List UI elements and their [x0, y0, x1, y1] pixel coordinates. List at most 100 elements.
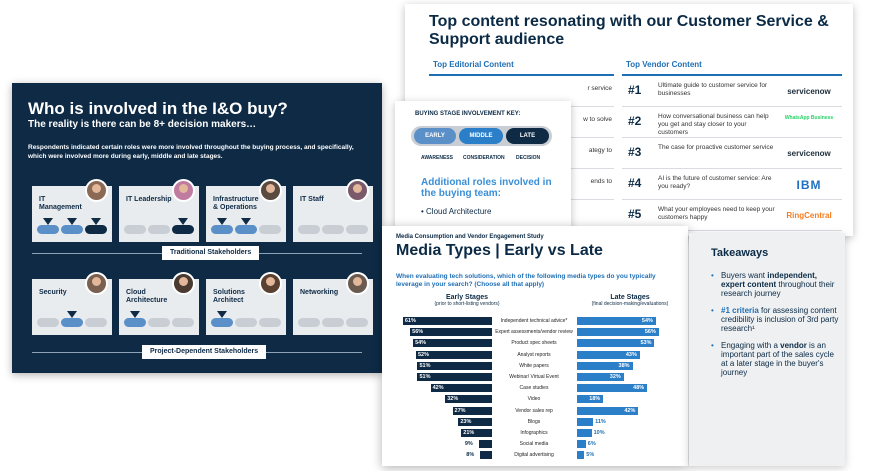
late-value-label: 18%: [589, 396, 601, 403]
chart-row: 23% Blogs 11%: [382, 417, 688, 427]
survey-question: When evaluating tech solutions, which of…: [396, 273, 656, 288]
early-value-label: 42%: [432, 385, 444, 392]
late-bar: [577, 350, 640, 359]
category-label: Independent technical advice*: [500, 318, 568, 324]
key-stage-bar: EARLY MIDDLE LATE: [411, 126, 552, 146]
early-bar: [478, 440, 492, 449]
chart-row: 54% Product spec sheets 53%: [382, 338, 688, 348]
late-value-label: 54%: [641, 318, 653, 324]
early-bar: [402, 317, 492, 325]
late-value-label: 42%: [624, 407, 636, 414]
takeaway-item: #1 criteria for assessing content credib…: [711, 306, 839, 333]
early-value-label: 27%: [454, 407, 466, 414]
late-bar: [577, 395, 604, 404]
takeaways-title: Takeaways: [711, 247, 769, 259]
category-label: Video: [527, 396, 541, 403]
content-title: The case for proactive customer service: [658, 144, 774, 151]
avatar: [85, 272, 108, 295]
late-value-label: 10%: [593, 430, 605, 436]
avatar: [346, 272, 369, 295]
role-label: Solutions Architect: [213, 289, 245, 304]
key-title: BUYING STAGE INVOLVEMENT KEY:: [415, 111, 521, 117]
stage-pills: [37, 218, 109, 234]
late-value-label: 43%: [625, 351, 637, 358]
late-bar: [577, 417, 594, 426]
chart-row: 42% Case studies 48%: [382, 383, 688, 393]
content-title: What your employees need to keep your cu…: [658, 206, 775, 221]
category-label: Vendor sales rep: [515, 407, 553, 414]
vendor-row: #3 The case for proactive customer servi…: [622, 138, 842, 169]
ringcentral-logo: RingCentral: [786, 211, 832, 220]
category-label: Infographics: [520, 430, 548, 436]
avatar: [85, 179, 108, 202]
late-bar: [577, 406, 639, 415]
late-bar: [577, 328, 659, 337]
top-content-title: Top content resonating with our Customer…: [429, 13, 829, 48]
who-is-involved-slide: Who is involved in the I&O buy? The real…: [12, 83, 382, 373]
avatar: [259, 179, 282, 202]
category-label: White papers: [519, 362, 549, 369]
category-label: Case studies: [519, 385, 549, 392]
early-bar: [410, 328, 492, 337]
role-card: IT Leadership: [119, 179, 199, 242]
role-card: Security: [32, 272, 112, 335]
chart-row: 61% Independent technical advice* 54%: [382, 316, 688, 326]
takeaway-item: Engaging with a vendor is an important p…: [711, 341, 839, 377]
who-title: Who is involved in the I&O buy?: [28, 99, 288, 118]
rank-number: #1: [628, 83, 642, 97]
stage-pills: [124, 218, 196, 234]
early-value-label: 9%: [464, 441, 473, 448]
stage-pills: [211, 218, 283, 234]
media-title: Media Types | Early vs Late: [396, 242, 603, 259]
avatar: [346, 179, 369, 202]
ibm-logo: IBM: [796, 178, 822, 192]
role-label: Cloud Architecture: [126, 289, 168, 304]
late-bar: [577, 451, 585, 460]
role-card: Cloud Architecture: [119, 272, 199, 335]
content-title: AI is the future of customer service: Ar…: [658, 175, 772, 190]
early-bar: [480, 451, 492, 460]
early-bar: [413, 339, 492, 348]
editorial-divider: [429, 74, 614, 76]
takeaway-item: Buyers want independent, expert content …: [711, 271, 839, 298]
late-value-label: 53%: [640, 340, 652, 347]
late-value-label: 32%: [609, 374, 621, 380]
vendor-row: #5 What your employees need to keep your…: [622, 200, 842, 231]
takeaways-list: Buyers want independent, expert content …: [711, 271, 839, 385]
chart-row: 21% Infographics 10%: [382, 428, 688, 438]
role-list-item: • Cloud Architecture: [421, 207, 492, 216]
late-bar: [577, 384, 648, 393]
media-types-slide: Media Consumption and Vendor Engagement …: [382, 226, 688, 466]
category-label: Expert assessments/vendor review: [495, 329, 573, 336]
vendor-heading: Top Vendor Content: [626, 60, 702, 69]
chart-row: 51% Webinar/ Virtual Event 32%: [382, 372, 688, 382]
early-bar: [430, 384, 492, 393]
rank-number: #5: [628, 207, 642, 221]
chart-row: 51% White papers 38%: [382, 361, 688, 371]
category-label: Webinar/ Virtual Event: [509, 374, 559, 380]
category-label: Blogs: [527, 418, 541, 425]
chart-row: 9% Social media 6%: [382, 439, 688, 449]
early-bar: [416, 350, 492, 359]
late-bar: [577, 429, 592, 437]
early-bar: [417, 361, 492, 370]
vendor-divider: [622, 74, 842, 76]
role-card: Networking: [293, 272, 373, 335]
middle-pill: MIDDLE: [459, 128, 503, 144]
content-title: Ultimate guide to customer service for b…: [658, 82, 768, 97]
stage-pills: [124, 311, 196, 327]
early-value-label: 23%: [460, 418, 472, 425]
early-bar: [458, 417, 492, 426]
role-label: Infrastructure & Operations: [213, 196, 259, 211]
early-value-label: 51%: [419, 362, 431, 369]
additional-roles-heading: Additional roles involved in the buying …: [421, 177, 552, 199]
role-label: Networking: [300, 289, 339, 296]
late-value-label: 38%: [618, 362, 630, 369]
who-subtitle: The reality is there can be 8+ decision …: [28, 119, 257, 130]
category-label: Product spec sheets: [511, 340, 557, 347]
early-value-label: 8%: [466, 452, 475, 459]
consideration-caption: CONSIDERATION: [463, 155, 505, 161]
stage-pills: [211, 311, 283, 327]
late-value-label: 6%: [587, 441, 596, 448]
